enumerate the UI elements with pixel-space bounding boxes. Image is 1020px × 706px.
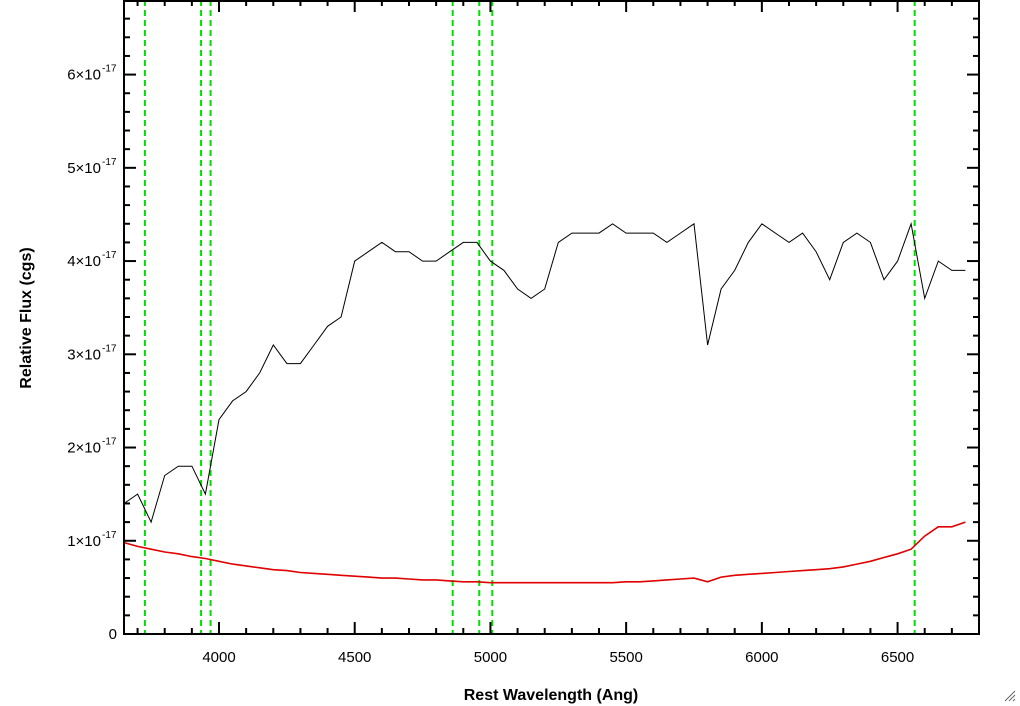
x-tick-label: 5000 bbox=[474, 649, 507, 666]
x-axis: 4000 4500 5000 5500 6000 6500 bbox=[136, 0, 980, 666]
y-tick-exponent: -17 bbox=[102, 343, 117, 354]
x-tick-label: 6500 bbox=[881, 649, 914, 666]
x-axis-title: Rest Wavelength (Ang) bbox=[464, 687, 639, 704]
y-tick-label: 4×10 bbox=[67, 253, 101, 270]
y-tick-label: 6×10 bbox=[67, 67, 101, 84]
spectrum-series bbox=[123, 221, 966, 584]
emission-line-markers bbox=[143, 0, 916, 634]
y-tick-exponent: -17 bbox=[102, 530, 117, 541]
x-tick-label: 4500 bbox=[338, 649, 371, 666]
y-tick-exponent: -17 bbox=[102, 437, 117, 448]
x-tick-label: 4000 bbox=[202, 649, 235, 666]
x-tick-label: 5500 bbox=[609, 649, 642, 666]
y-tick-label: 2×10 bbox=[67, 440, 101, 457]
error-series-line bbox=[123, 521, 966, 584]
y-tick-label: 0 bbox=[109, 626, 117, 643]
y-tick-exponent: -17 bbox=[102, 157, 117, 168]
y-tick-exponent: -17 bbox=[102, 64, 117, 75]
plot-frame bbox=[123, 0, 980, 635]
y-axis-title: Relative Flux (cgs) bbox=[18, 247, 35, 388]
y-tick-label: 5×10 bbox=[67, 160, 101, 177]
y-tick-label: 3×10 bbox=[67, 346, 101, 363]
x-tick-label: 6000 bbox=[745, 649, 778, 666]
flux-series-line bbox=[123, 221, 966, 524]
y-tick-exponent: -17 bbox=[102, 250, 117, 261]
resize-grip-icon[interactable] bbox=[1004, 690, 1016, 702]
y-axis: 01×10 -172×10 -173×10 -174×10 -175×10 -176×10… bbox=[67, 17, 979, 643]
y-tick-label: 1×10 bbox=[67, 533, 101, 550]
